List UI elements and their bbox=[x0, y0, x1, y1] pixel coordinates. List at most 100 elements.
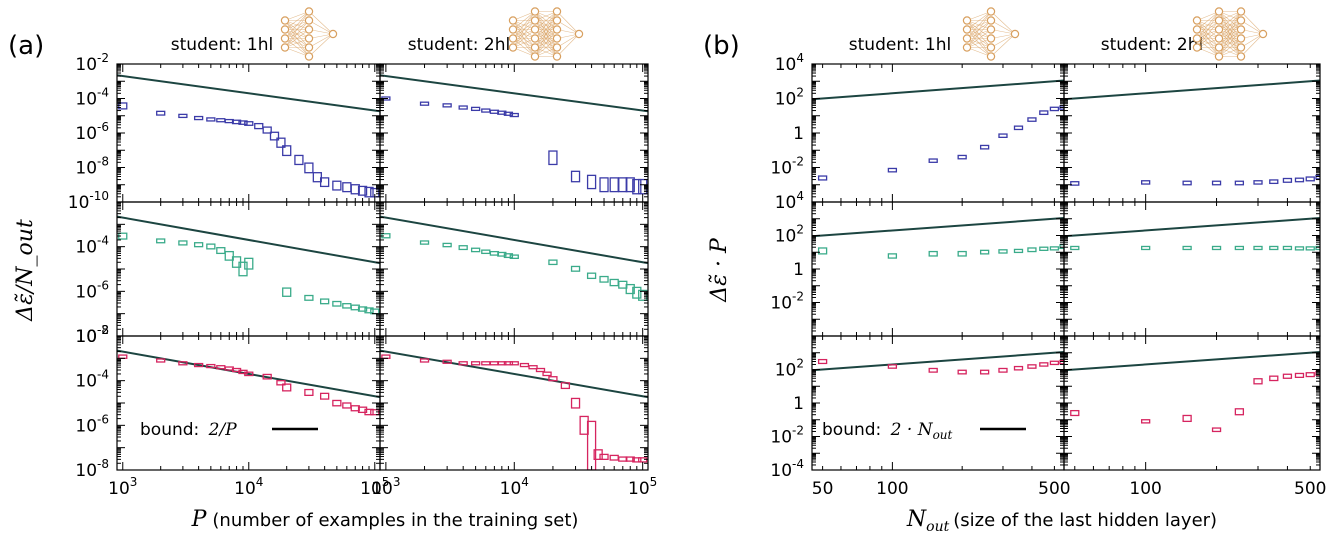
y-tick-label: 10-6 bbox=[75, 278, 109, 302]
y-tick-label: 10-2 bbox=[770, 290, 804, 314]
data-point bbox=[1269, 179, 1279, 185]
icon-node bbox=[1236, 7, 1246, 16]
data-point bbox=[1059, 359, 1064, 365]
y-tick-label: 1 bbox=[793, 394, 804, 414]
data-point bbox=[1182, 414, 1192, 423]
icon-connection bbox=[284, 11, 310, 39]
subplot-data bbox=[812, 217, 1064, 259]
x-tick-label: 500 bbox=[1038, 479, 1070, 499]
data-point bbox=[1013, 125, 1024, 131]
panel-b-col1-title: student: 1hl bbox=[849, 35, 951, 55]
data-point bbox=[887, 364, 898, 369]
icon-connection bbox=[556, 20, 580, 35]
data-point bbox=[294, 154, 304, 166]
data-point bbox=[638, 457, 648, 463]
data-point bbox=[458, 105, 468, 110]
subplot-b-r2-c2 bbox=[1063, 201, 1321, 337]
icon-node bbox=[280, 16, 290, 25]
data-point bbox=[332, 180, 342, 191]
data-point bbox=[419, 240, 430, 245]
data-point bbox=[1282, 177, 1293, 183]
icon-connection bbox=[556, 33, 580, 48]
data-point bbox=[509, 361, 519, 366]
data-point bbox=[442, 242, 452, 248]
panel-label-b: (b) bbox=[703, 31, 740, 61]
icon-connection bbox=[556, 33, 580, 57]
x-tick-label: 104 bbox=[234, 475, 263, 499]
data-point bbox=[1049, 106, 1060, 112]
data-point bbox=[1234, 245, 1245, 251]
data-point bbox=[1070, 245, 1080, 251]
data-point bbox=[156, 358, 166, 363]
subplot-b-r3-c1: 50 100 500 bbox=[811, 335, 1071, 499]
icon-node bbox=[1214, 43, 1224, 52]
icon-node bbox=[1010, 29, 1020, 39]
data-point bbox=[497, 361, 507, 366]
y-tick-label: 10-8 bbox=[75, 155, 109, 179]
y-tick-label: 10-10 bbox=[68, 189, 109, 213]
data-point bbox=[979, 144, 990, 150]
icon-node bbox=[962, 34, 972, 43]
data-point bbox=[957, 250, 967, 257]
svg-text:P(number of examples in the tr: P (number of examples in the training set… bbox=[191, 507, 579, 532]
y-tick-label: 104 bbox=[775, 51, 804, 75]
data-point bbox=[1282, 245, 1293, 251]
panel-a-xlabel: P (number of examples in the training set… bbox=[191, 507, 579, 532]
bound-line bbox=[1064, 79, 1320, 101]
data-point bbox=[224, 118, 234, 124]
icon-connection bbox=[308, 20, 334, 35]
y-tick-label: 1 bbox=[793, 124, 804, 144]
icon-node bbox=[1258, 29, 1268, 39]
data-point bbox=[625, 177, 635, 193]
icon-connection bbox=[1218, 20, 1242, 57]
icon-connection bbox=[284, 47, 310, 57]
data-point bbox=[193, 115, 204, 121]
data-point bbox=[599, 177, 609, 193]
svg-text:bound: 2 · Nout: bound: 2 · Nout bbox=[822, 420, 953, 442]
icon-node bbox=[280, 25, 290, 34]
data-point bbox=[928, 367, 938, 373]
data-point bbox=[206, 363, 216, 369]
data-point bbox=[364, 408, 374, 416]
data-point bbox=[1027, 117, 1037, 122]
subplot-a-r1-c2 bbox=[379, 63, 649, 203]
icon-node bbox=[962, 16, 972, 25]
icon-node bbox=[986, 25, 996, 34]
icon-connection bbox=[284, 20, 310, 48]
icon-connection bbox=[534, 38, 558, 57]
icon-connection bbox=[534, 11, 558, 48]
y-tick-label: 10-2 bbox=[770, 155, 804, 179]
data-point bbox=[357, 185, 368, 196]
data-point bbox=[1211, 245, 1222, 251]
data-point bbox=[481, 108, 491, 113]
data-point bbox=[481, 249, 491, 255]
x-tick-label: 105 bbox=[628, 475, 657, 499]
icon-connection bbox=[990, 20, 1016, 35]
icon-connection bbox=[284, 29, 310, 48]
data-point bbox=[282, 383, 292, 392]
y-tick-label: 10-4 bbox=[770, 457, 804, 481]
data-point bbox=[282, 287, 292, 297]
data-point bbox=[1315, 245, 1320, 251]
icon-node bbox=[508, 25, 518, 34]
data-point bbox=[1234, 180, 1245, 186]
data-point bbox=[1141, 180, 1151, 185]
data-point bbox=[350, 184, 360, 195]
icon-node bbox=[986, 52, 996, 61]
x-tick-label: 100 bbox=[876, 479, 908, 499]
icon-node bbox=[530, 16, 540, 25]
icon-node bbox=[304, 34, 314, 43]
bound-line bbox=[380, 215, 648, 265]
icon-connection bbox=[512, 11, 536, 30]
data-point bbox=[364, 307, 374, 314]
data-point bbox=[419, 101, 430, 106]
subplot-data bbox=[1064, 79, 1320, 186]
data-point bbox=[1211, 427, 1222, 433]
bound-line bbox=[117, 349, 380, 399]
icon-node bbox=[1236, 34, 1246, 43]
data-point bbox=[481, 361, 491, 366]
data-point bbox=[1182, 245, 1192, 251]
data-point bbox=[470, 247, 481, 253]
data-point bbox=[548, 376, 558, 382]
icon-node bbox=[530, 25, 540, 34]
